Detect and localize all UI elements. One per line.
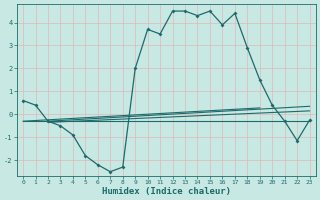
- X-axis label: Humidex (Indice chaleur): Humidex (Indice chaleur): [102, 187, 231, 196]
